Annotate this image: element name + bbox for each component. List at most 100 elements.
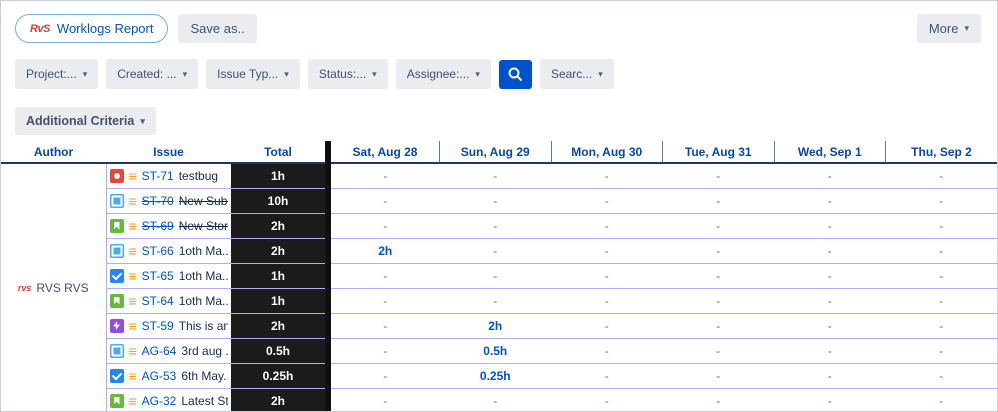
day-cell: -: [885, 363, 997, 389]
priority-medium-icon: ≡: [128, 168, 137, 183]
priority-medium-icon: ≡: [128, 293, 137, 308]
filter-search-text-button[interactable]: Searc... ▾: [539, 59, 614, 89]
day-cell[interactable]: 0.25h: [439, 363, 551, 389]
issue-cell: ≡ AG-32 Latest St...: [105, 388, 231, 411]
day-cell: -: [551, 363, 663, 389]
issue-key-link[interactable]: AG-53: [141, 368, 177, 383]
filter-bar: Project:... ▾ Created: ... ▾ Issue Typ... ▾ St…: [1, 43, 997, 89]
issue-wrap: ≡ ST-70 New Sub...: [109, 193, 228, 208]
report-title-button[interactable]: RvS Worklogs Report: [15, 14, 169, 43]
author-cell: rvs RVS RVS: [1, 163, 106, 411]
table-row: ≡ ST-64 1oth Ma... 1h - - - - - -: [1, 288, 997, 314]
day-cell: -: [885, 288, 997, 314]
total-cell: 0.25h: [231, 363, 331, 389]
filter-issue-type-button[interactable]: Issue Typ... ▾: [206, 59, 300, 89]
chevron-down-icon: ▾: [475, 68, 480, 79]
day-cell: -: [662, 238, 774, 264]
day-cell: -: [774, 263, 886, 289]
priority-medium-icon: ≡: [128, 243, 137, 258]
total-cell: 0.5h: [231, 338, 331, 364]
column-header-sun-aug-29: Sun, Aug 29: [439, 141, 551, 164]
author-name: RVS RVS: [36, 281, 89, 296]
total-cell: 2h: [231, 213, 331, 239]
save-as-button[interactable]: Save as..: [178, 14, 257, 43]
day-cell: -: [328, 263, 440, 289]
day-cell: -: [885, 238, 997, 264]
column-header-total: Total: [231, 141, 331, 164]
day-cell: -: [662, 363, 774, 389]
day-cell: -: [885, 388, 997, 411]
day-cell: -: [662, 213, 774, 239]
issue-wrap: ≡ ST-69 New Story: [109, 218, 228, 233]
day-cell: -: [328, 313, 440, 339]
day-cell: -: [328, 338, 440, 364]
issue-key-link[interactable]: ST-71: [141, 168, 174, 183]
column-header-thu-sep-2: Thu, Sep 2: [885, 141, 997, 164]
issue-summary: New Story: [178, 218, 228, 233]
day-cell[interactable]: 2h: [328, 238, 440, 264]
day-cell: -: [439, 388, 551, 411]
issue-summary: 1oth Ma...: [178, 268, 228, 283]
issue-key-link[interactable]: ST-59: [141, 318, 174, 333]
column-header-issue: Issue: [106, 141, 231, 164]
issue-cell: ≡ ST-65 1oth Ma...: [105, 263, 231, 289]
day-cell: -: [885, 338, 997, 364]
table-row: ≡ AG-53 6th May... 0.25h -0.25h - - - -: [1, 363, 997, 389]
issue-wrap: ≡ ST-71 testbug: [109, 168, 229, 183]
total-cell: 10h: [231, 188, 331, 214]
filter-issue-type-label: Issue Typ...: [217, 67, 279, 81]
day-cell: -: [885, 313, 997, 339]
day-cell: -: [328, 188, 440, 214]
chevron-down-icon: ▾: [140, 115, 145, 126]
filter-created-button[interactable]: Created: ... ▾: [106, 59, 199, 89]
more-button[interactable]: More ▾: [916, 14, 981, 43]
issue-key-link[interactable]: AG-32: [141, 393, 177, 408]
day-cell: -: [328, 363, 440, 389]
filter-assignee-label: Assignee:...: [406, 67, 470, 81]
issue-key-link[interactable]: ST-69: [141, 218, 174, 233]
day-cell: -: [774, 363, 886, 389]
chevron-down-icon: ▾: [964, 23, 969, 33]
table-row: rvs RVS RVS ≡ ST-71 testbug 1h - - - - - -: [1, 163, 997, 411]
issue-key-link[interactable]: ST-65: [141, 268, 174, 283]
chevron-down-icon: ▾: [284, 68, 289, 79]
day-cell[interactable]: 2h: [439, 313, 551, 339]
issue-key-link[interactable]: ST-70: [141, 193, 174, 208]
day-cell: -: [551, 238, 663, 264]
day-cell: -: [774, 163, 886, 189]
issue-cell: ≡ ST-70 New Sub...: [105, 188, 231, 214]
issue-summary: This is an...: [178, 318, 228, 333]
filter-assignee-button[interactable]: Assignee:... ▾: [395, 59, 491, 89]
column-header-mon-aug-30: Mon, Aug 30: [550, 141, 663, 164]
filter-project-button[interactable]: Project:... ▾: [15, 59, 99, 89]
issue-wrap: ≡ ST-65 1oth Ma...: [109, 268, 228, 283]
issue-key-link[interactable]: AG-64: [141, 343, 177, 358]
bug-icon: [109, 168, 124, 183]
issue-key-link[interactable]: ST-64: [141, 293, 174, 308]
day-cell[interactable]: 0.5h: [439, 338, 551, 364]
filter-created-label: Created: ...: [117, 67, 177, 81]
day-cell: -: [774, 388, 886, 411]
issue-key-link[interactable]: ST-66: [141, 243, 174, 258]
epic-icon: [109, 318, 124, 333]
additional-criteria-button[interactable]: Additional Criteria ▾: [15, 107, 156, 135]
search-button[interactable]: [498, 59, 532, 89]
day-cell: -: [885, 263, 997, 289]
day-cell: -: [551, 313, 663, 339]
day-cell: -: [662, 338, 774, 364]
day-cell: -: [328, 288, 440, 314]
day-cell: -: [662, 263, 774, 289]
issue-cell: ≡ ST-66 1oth Ma...: [105, 238, 231, 264]
task-icon: [109, 368, 124, 383]
priority-medium-icon: ≡: [128, 393, 137, 408]
filter-status-label: Status:...: [318, 67, 367, 81]
day-cell: -: [551, 338, 663, 364]
day-cell: -: [662, 188, 774, 214]
filter-group-left: Project:... ▾ Created: ... ▾ Issue Typ... ▾ St…: [15, 59, 491, 89]
filter-status-button[interactable]: Status:... ▾: [307, 59, 388, 89]
total-cell: 1h: [231, 288, 331, 314]
chevron-down-icon: ▾: [82, 68, 88, 79]
issue-cell: ≡ ST-71 testbug: [105, 163, 231, 189]
day-cell: -: [328, 388, 440, 411]
